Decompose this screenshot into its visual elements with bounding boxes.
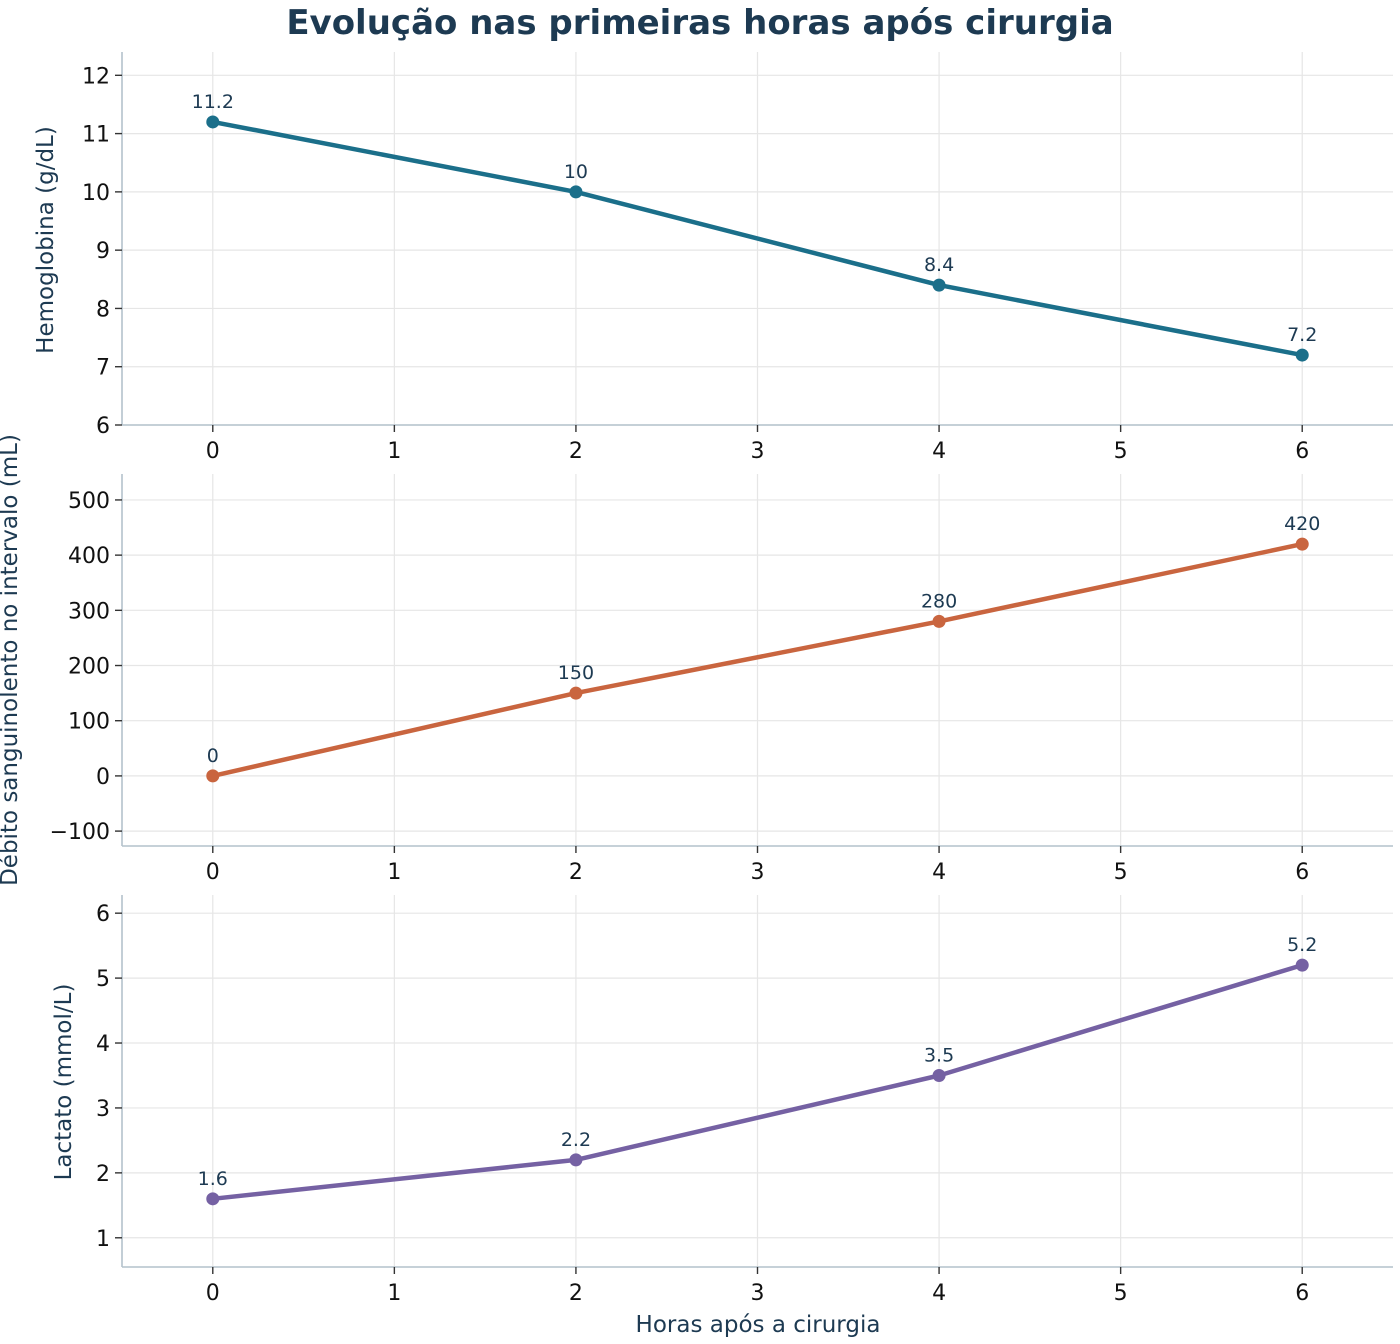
y-tick-label: 1 — [96, 1227, 110, 1252]
data-label: 7.2 — [1287, 324, 1317, 346]
data-point — [206, 1192, 220, 1206]
y-tick-label: 10 — [82, 181, 110, 206]
data-point — [1295, 348, 1309, 362]
x-tick-label: 3 — [751, 439, 765, 464]
y-tick-label: 500 — [68, 489, 110, 514]
y-tick-label: 0 — [96, 765, 110, 790]
data-point — [569, 185, 583, 199]
data-point — [932, 614, 946, 628]
x-tick-label: 3 — [751, 1281, 765, 1306]
y-tick-label: 9 — [96, 239, 110, 264]
data-point — [932, 278, 946, 292]
y-axis-label: Lactato (mmol/L) — [51, 984, 77, 1181]
x-tick-label: 2 — [569, 860, 583, 885]
data-label: 11.2 — [192, 91, 234, 113]
y-tick-label: 5 — [96, 967, 110, 992]
y-tick-label: 400 — [68, 544, 110, 569]
data-label: 5.2 — [1287, 934, 1317, 956]
y-tick-label: 12 — [82, 64, 110, 89]
y-tick-label: 6 — [96, 414, 110, 439]
data-point — [569, 1153, 583, 1167]
x-tick-label: 1 — [387, 439, 401, 464]
data-label: 3.5 — [924, 1044, 954, 1066]
x-tick-label: 1 — [387, 860, 401, 885]
y-tick-label: 300 — [68, 599, 110, 624]
x-tick-label: 2 — [569, 439, 583, 464]
x-tick-label: 6 — [1295, 860, 1309, 885]
y-tick-label: 3 — [96, 1097, 110, 1122]
x-tick-label: 0 — [206, 439, 220, 464]
x-tick-label: 4 — [932, 439, 946, 464]
data-label: 10 — [564, 161, 588, 183]
panel-3: 1 2 3 4 5 6 0 1 2 3 4 5 6 Lactato (mmol/L) 1.6 2.2 3.5 5.… — [51, 895, 1393, 1306]
y-tick-label: 4 — [96, 1032, 110, 1057]
data-point — [932, 1068, 946, 1082]
y-tick-label: 6 — [96, 902, 110, 927]
x-axis-label: Horas após a cirurgia — [636, 1312, 881, 1338]
x-tick-label: 4 — [932, 860, 946, 885]
data-point — [569, 686, 583, 700]
y-tick-label: 2 — [96, 1162, 110, 1187]
y-tick-label: 200 — [68, 655, 110, 680]
x-tick-label: 6 — [1295, 439, 1309, 464]
data-point — [1295, 958, 1309, 972]
y-axis-label: Hemoglobina (g/dL) — [33, 126, 59, 354]
data-label: 8.4 — [924, 254, 954, 276]
x-tick-label: 4 — [932, 1281, 946, 1306]
data-label: 2.2 — [561, 1129, 591, 1151]
series-line — [210, 962, 1305, 1202]
data-point — [1295, 537, 1309, 551]
x-tick-label: 0 — [206, 1281, 220, 1306]
x-tick-label: 5 — [1114, 439, 1128, 464]
x-tick-label: 5 — [1114, 1281, 1128, 1306]
data-label: 1.6 — [198, 1168, 228, 1190]
x-tick-label: 6 — [1295, 1281, 1309, 1306]
data-label: 0 — [207, 745, 219, 767]
data-label: 150 — [558, 662, 594, 684]
y-tick-label: 100 — [68, 710, 110, 735]
y-axis-label: Débito sanguinolento no intervalo (mL) — [0, 434, 23, 886]
x-tick-label: 2 — [569, 1281, 583, 1306]
y-tick-label: 7 — [96, 356, 110, 381]
series-line — [210, 541, 1305, 779]
y-tick-label: 11 — [82, 123, 110, 148]
x-tick-label: 3 — [751, 860, 765, 885]
x-tick-label: 0 — [206, 860, 220, 885]
chart-title: Evolução nas primeiras horas após cirurg… — [286, 3, 1113, 43]
data-point — [206, 115, 220, 129]
x-tick-label: 5 — [1114, 860, 1128, 885]
y-tick-label: −100 — [50, 820, 110, 845]
x-tick-label: 1 — [387, 1281, 401, 1306]
data-point — [206, 769, 220, 783]
data-label: 420 — [1284, 513, 1320, 535]
y-tick-label: 8 — [96, 297, 110, 322]
data-label: 280 — [921, 590, 957, 612]
series-line — [210, 119, 1305, 358]
